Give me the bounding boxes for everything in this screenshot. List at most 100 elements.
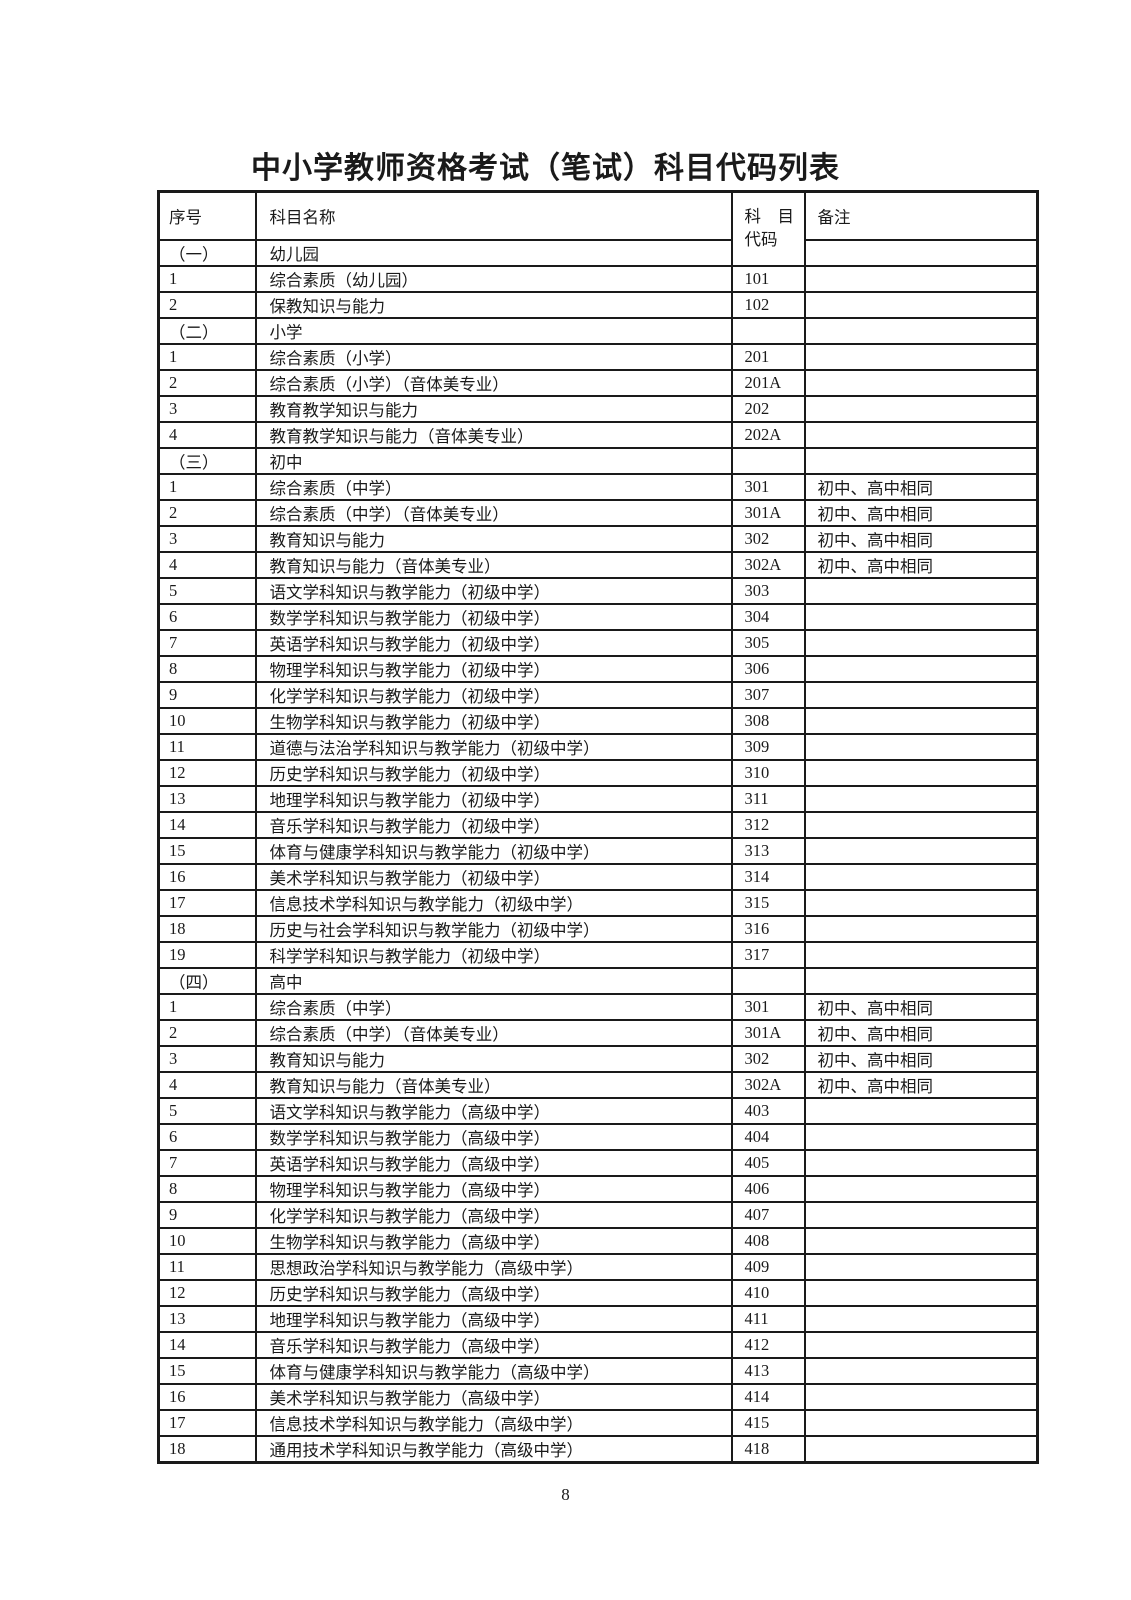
row-index-cell: 16 (157, 1382, 257, 1411)
remark-cell (803, 368, 1039, 397)
table-row: 6 数学学科知识与教学能力（初级中学） 304 (157, 602, 1039, 631)
subject-name-cell: 小学 (254, 316, 733, 345)
row-index-cell: 14 (157, 1330, 257, 1359)
row-index-cell: 3 (157, 524, 257, 553)
subject-name-cell: 英语学科知识与教学能力（初级中学） (254, 628, 733, 657)
table-row: 8 物理学科知识与教学能力（高级中学） 406 (157, 1174, 1039, 1203)
remark-cell (803, 1226, 1039, 1255)
subject-code-cell: 201 (730, 342, 806, 371)
remark-cell (803, 706, 1039, 735)
row-index-cell: 2 (157, 290, 257, 319)
page-number: 8 (561, 1485, 570, 1504)
subject-name-cell: 信息技术学科知识与教学能力（初级中学） (254, 888, 733, 917)
subject-code-cell: 201A (730, 368, 806, 397)
row-index-cell: 15 (157, 1356, 257, 1385)
table-row: 2 保教知识与能力 102 (157, 290, 1039, 319)
subject-name-cell: 音乐学科知识与教学能力（高级中学） (254, 1330, 733, 1359)
subject-name-cell: 化学学科知识与教学能力（初级中学） (254, 680, 733, 709)
subject-code-cell: 308 (730, 706, 806, 735)
row-index-cell: 10 (157, 1226, 257, 1255)
table-row: 1 综合素质（小学） 201 (157, 342, 1039, 371)
remark-cell: 初中、高中相同 (803, 1018, 1039, 1047)
subject-code-cell: 301A (730, 1018, 806, 1047)
subject-code-cell: 315 (730, 888, 806, 917)
section-row: （二） 小学 (157, 316, 1039, 345)
subject-name-cell: 语文学科知识与教学能力（高级中学） (254, 1096, 733, 1125)
table-row: 5 语文学科知识与教学能力（高级中学） 403 (157, 1096, 1039, 1125)
subject-name-cell: 美术学科知识与教学能力（高级中学） (254, 1382, 733, 1411)
subject-name-cell: 初中 (254, 446, 733, 475)
subject-code-cell: 313 (730, 836, 806, 865)
table-row: 7 英语学科知识与教学能力（初级中学） 305 (157, 628, 1039, 657)
table-row: 15 体育与健康学科知识与教学能力（初级中学） 313 (157, 836, 1039, 865)
table-row: 2 综合素质（中学）（音体美专业） 301A 初中、高中相同 (157, 1018, 1039, 1047)
table-row: 13 地理学科知识与教学能力（初级中学） 311 (157, 784, 1039, 813)
table-row: 17 信息技术学科知识与教学能力（初级中学） 315 (157, 888, 1039, 917)
row-index-cell: 3 (157, 394, 257, 423)
subject-code-cell: 102 (730, 290, 806, 319)
row-index-cell: 1 (157, 472, 257, 501)
row-index-cell: 19 (157, 940, 257, 969)
header-serial-number: 序号 (157, 190, 257, 241)
subject-name-cell: 历史学科知识与教学能力（初级中学） (254, 758, 733, 787)
remark-cell: 初中、高中相同 (803, 1044, 1039, 1073)
row-index-cell: 7 (157, 1148, 257, 1177)
header-subject-name: 科目名称 (254, 190, 733, 241)
row-index-cell: （一） (157, 238, 257, 267)
subject-code-cell: 309 (730, 732, 806, 761)
table-row: 5 语文学科知识与教学能力（初级中学） 303 (157, 576, 1039, 605)
remark-cell (803, 680, 1039, 709)
table-row: 15 体育与健康学科知识与教学能力（高级中学） 413 (157, 1356, 1039, 1385)
table-row: 6 数学学科知识与教学能力（高级中学） 404 (157, 1122, 1039, 1151)
row-index-cell: 5 (157, 1096, 257, 1125)
subject-name-cell: 教育知识与能力（音体美专业） (254, 550, 733, 579)
subject-code-cell: 411 (730, 1304, 806, 1333)
subject-code-cell (730, 446, 806, 475)
table-row: 17 信息技术学科知识与教学能力（高级中学） 415 (157, 1408, 1039, 1437)
subject-code-cell (730, 316, 806, 345)
table-row: 2 综合素质（中学）（音体美专业） 301A 初中、高中相同 (157, 498, 1039, 527)
subject-name-cell: 幼儿园 (254, 238, 733, 267)
row-index-cell: 9 (157, 1200, 257, 1229)
remark-cell (803, 758, 1039, 787)
row-index-cell: 13 (157, 784, 257, 813)
subject-name-cell: 综合素质（小学）（音体美专业） (254, 368, 733, 397)
row-index-cell: 8 (157, 654, 257, 683)
remark-cell (803, 862, 1039, 891)
subject-name-cell: 英语学科知识与教学能力（高级中学） (254, 1148, 733, 1177)
subject-name-cell: 数学学科知识与教学能力（高级中学） (254, 1122, 733, 1151)
row-index-cell: 10 (157, 706, 257, 735)
remark-cell (803, 316, 1039, 345)
table-row: 10 生物学科知识与教学能力（初级中学） 308 (157, 706, 1039, 735)
subject-name-cell: 语文学科知识与教学能力（初级中学） (254, 576, 733, 605)
table-row: 19 科学学科知识与教学能力（初级中学） 317 (157, 940, 1039, 969)
subject-name-cell: 生物学科知识与教学能力（初级中学） (254, 706, 733, 735)
row-index-cell: 4 (157, 550, 257, 579)
subject-code-cell: 310 (730, 758, 806, 787)
subject-name-cell: 通用技术学科知识与教学能力（高级中学） (254, 1434, 733, 1463)
subject-name-cell: 历史学科知识与教学能力（高级中学） (254, 1278, 733, 1307)
row-index-cell: 11 (157, 732, 257, 761)
remark-cell (803, 732, 1039, 761)
subject-name-cell: 教育知识与能力 (254, 1044, 733, 1073)
subject-code-cell: 415 (730, 1408, 806, 1437)
subject-code-cell: 312 (730, 810, 806, 839)
remark-cell (803, 576, 1039, 605)
subject-code-cell: 303 (730, 576, 806, 605)
remark-cell (803, 784, 1039, 813)
row-index-cell: 12 (157, 758, 257, 787)
row-index-cell: 2 (157, 1018, 257, 1047)
row-index-cell: 5 (157, 576, 257, 605)
subject-code-cell: 301 (730, 992, 806, 1021)
table-row: 4 教育知识与能力（音体美专业） 302A 初中、高中相同 (157, 1070, 1039, 1099)
table-row: 7 英语学科知识与教学能力（高级中学） 405 (157, 1148, 1039, 1177)
subject-code-table: 序号 科目名称 科 目 代码 备注 （一） 幼儿园 1 综合素质（幼儿园） 101 2 保教… (157, 190, 1039, 1464)
table-row: 1 综合素质（中学） 301 初中、高中相同 (157, 472, 1039, 501)
subject-name-cell: 综合素质（中学）（音体美专业） (254, 1018, 733, 1047)
subject-name-cell: 保教知识与能力 (254, 290, 733, 319)
remark-cell (803, 1200, 1039, 1229)
subject-code-cell: 404 (730, 1122, 806, 1151)
row-index-cell: 1 (157, 342, 257, 371)
remark-cell (803, 290, 1039, 319)
subject-code-cell: 202 (730, 394, 806, 423)
